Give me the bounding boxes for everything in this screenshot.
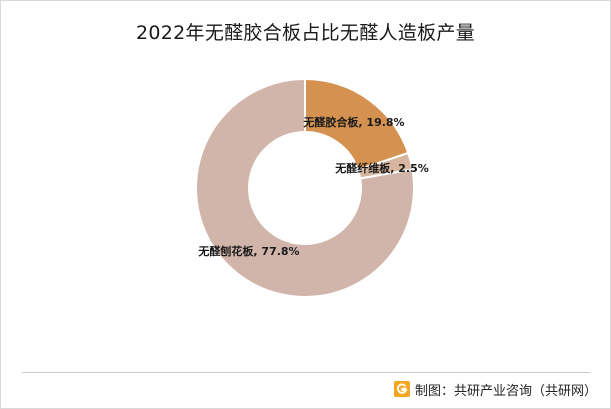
source-credit: 制图：共研产业咨询（共研网） xyxy=(393,378,597,400)
slice-particleboard xyxy=(195,77,415,298)
footer-divider xyxy=(22,372,590,373)
chart-title: 2022年无醛胶合板占比无醛人造板产量 xyxy=(135,22,476,44)
data-label-particleboard: 无醛刨花板, 77.8% xyxy=(197,244,299,258)
data-label-plywood: 无醛胶合板, 19.8% xyxy=(302,115,404,129)
donut-slices xyxy=(195,77,415,298)
gonyn-logo-icon xyxy=(393,381,410,397)
donut-labels: 无醛胶合板, 19.8% 无醛纤维板, 2.5% 无醛刨花板, 77.8% xyxy=(197,115,428,258)
data-label-fiberboard: 无醛纤维板, 2.5% xyxy=(334,161,429,175)
source-text: 制图：共研产业咨询（共研网） xyxy=(414,383,597,399)
